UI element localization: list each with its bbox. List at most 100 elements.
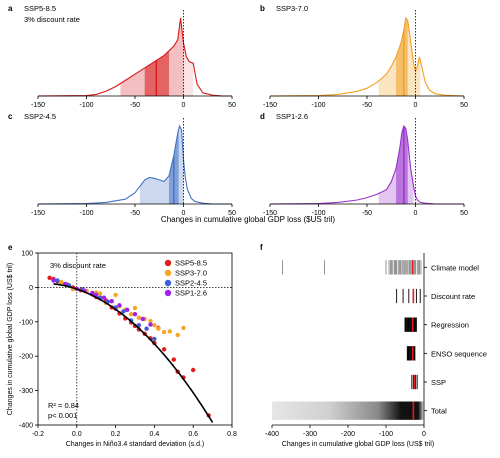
legend-label: SSP3-7.0 <box>175 269 207 278</box>
scatter-point <box>117 303 122 308</box>
scatter-point <box>161 329 167 335</box>
scatter-point <box>171 357 176 362</box>
x-tick-label: -150 <box>263 210 277 217</box>
scatter-point <box>132 305 138 311</box>
row-label: Total <box>431 407 447 416</box>
scatter-point <box>191 367 196 373</box>
plot-frame <box>37 252 233 426</box>
scatter-point <box>97 291 103 296</box>
row-label: Discount rate <box>431 292 475 301</box>
legend-marker <box>164 259 172 267</box>
fit-curve <box>53 283 214 423</box>
legend-label: SSP2-4.5 <box>175 279 207 288</box>
x-tick-label: -0.2 <box>32 431 44 438</box>
scatter-point <box>144 326 149 331</box>
panel-title: SSP2-4.5 <box>24 112 56 121</box>
scatter-point <box>125 307 130 312</box>
y-axis-label: Changes in cumulative global GDP loss (U… <box>7 263 14 415</box>
density-band-inner <box>396 18 408 97</box>
total-bar <box>272 401 424 420</box>
scatter-point <box>128 312 134 317</box>
x-tick-label: -150 <box>31 210 45 217</box>
panel-title: SSP1-2.6 <box>276 112 308 121</box>
x-tick-label: 0.0 <box>72 431 82 438</box>
x-tick-label: 50 <box>460 102 468 109</box>
x-tick-label: 0 <box>182 210 186 217</box>
scatter-point <box>132 312 138 317</box>
scatter-point <box>181 325 186 331</box>
density-curve <box>269 16 465 97</box>
legend-marker <box>164 289 172 297</box>
shared-x-axis-label: Changes in cumulative global GDP loss ($… <box>161 215 335 224</box>
panel-label: c <box>8 112 13 121</box>
legend-label: SSP5-8.5 <box>175 259 207 268</box>
x-tick-label: 0 <box>182 102 186 109</box>
row-label: SSP <box>431 378 446 387</box>
panel-label: b <box>260 4 265 13</box>
scatter-point <box>140 316 145 322</box>
scatter-point <box>47 275 52 280</box>
x-tick-label: -50 <box>362 210 372 217</box>
y-tick-label: -100 <box>19 319 33 326</box>
x-tick-label: 0.4 <box>150 431 160 438</box>
panel-label: a <box>8 4 13 13</box>
scatter-point <box>152 336 157 342</box>
scatter-point <box>148 322 153 327</box>
y-tick-label: -300 <box>19 388 33 395</box>
row-label: ENSO sequence <box>431 349 487 358</box>
legend-marker <box>164 279 172 287</box>
panel-c: -150 -100 -50 0 50 c SSP2-4.5 <box>8 112 236 217</box>
p-value: p< 0.001 <box>48 411 77 420</box>
x-axis-label: Changes in Niño3.4 standard deviation (s… <box>66 441 205 448</box>
panel-title: SSP3-7.0 <box>276 4 308 13</box>
panel-a: -150 -100 -50 0 50 a SSP5-8.5 3% discount rate <box>8 4 236 109</box>
density-curve <box>37 17 232 97</box>
row-label: Regression <box>431 321 469 330</box>
x-tick-label: 0.2 <box>111 431 121 438</box>
annotation: 3% discount rate <box>50 261 106 270</box>
x-tick-label: 0.8 <box>227 431 237 438</box>
x-tick-label: 0 <box>422 431 426 438</box>
x-tick-label: -300 <box>303 431 317 438</box>
panel-e: -0.2 0.0 0.2 0.4 0.6 0.8 100 0 -100 -200 -300 -400 C… <box>7 243 237 448</box>
y-tick-label: 0 <box>29 285 33 292</box>
scatter-point <box>101 295 107 300</box>
x-tick-label: 0.6 <box>188 431 198 438</box>
x-tick-label: -400 <box>265 431 279 438</box>
scatter-point <box>113 292 118 298</box>
x-tick-label: -150 <box>263 102 277 109</box>
scatter-point <box>161 347 167 352</box>
x-tick-label: -100 <box>379 431 393 438</box>
scatter-point <box>55 278 60 283</box>
row-label: Climate model <box>431 263 479 272</box>
scatter-point <box>167 329 173 334</box>
scatter-point <box>136 315 142 320</box>
scatter-point <box>148 318 153 324</box>
panel-f: Climate model Discount rate Regression ENSO… <box>260 243 487 448</box>
scatter-point <box>59 279 64 285</box>
y-tick-label: -200 <box>19 354 33 361</box>
x-tick-label: -100 <box>79 102 93 109</box>
x-tick-label: -100 <box>311 210 325 217</box>
panel-d: -150 -100 -50 0 50 d SSP1-2.6 <box>260 112 468 217</box>
x-tick-label: 50 <box>460 210 468 217</box>
panel-label: e <box>8 243 13 252</box>
scatter-point <box>156 326 161 331</box>
x-tick-label: -50 <box>362 102 372 109</box>
y-tick-label: -400 <box>19 423 33 430</box>
x-tick-label: -100 <box>79 210 93 217</box>
r-squared: R² = 0.84 <box>48 401 79 410</box>
x-tick-label: -50 <box>130 210 140 217</box>
panel-title: SSP5-8.5 <box>24 4 56 13</box>
x-tick-label: 50 <box>228 210 236 217</box>
density-curve <box>269 124 464 205</box>
x-tick-label: 0 <box>414 102 418 109</box>
scatter-point <box>90 290 95 296</box>
scatter-point <box>152 323 157 328</box>
density-curve <box>37 124 232 205</box>
x-tick-label: -50 <box>130 102 140 109</box>
panel-label: d <box>260 112 265 121</box>
x-tick-label: -150 <box>31 102 45 109</box>
scatter-point <box>51 278 56 283</box>
x-tick-label: 50 <box>228 102 236 109</box>
